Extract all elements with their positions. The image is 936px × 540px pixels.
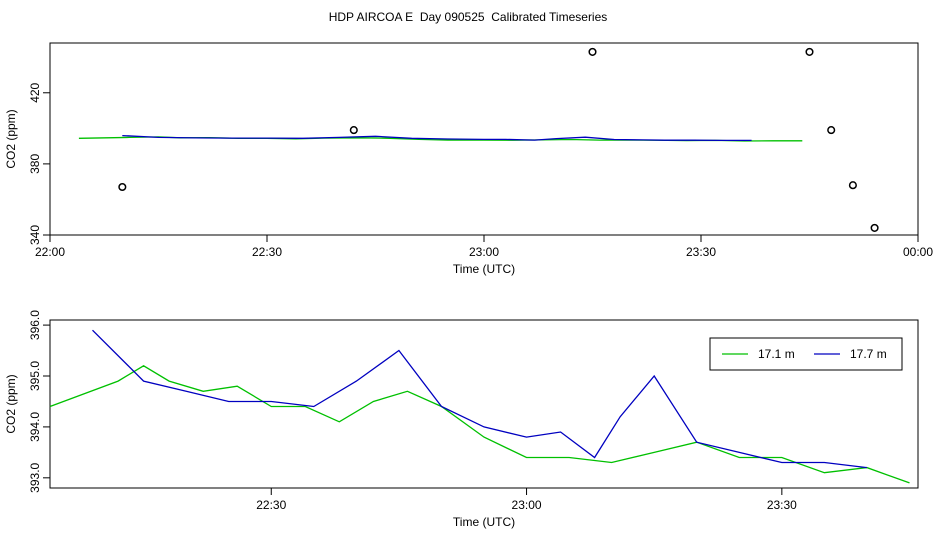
x-tick-label: 23:00 <box>512 498 542 512</box>
series-line <box>92 329 867 469</box>
data-point <box>870 223 879 232</box>
y-axis-label: CO2 (ppm) <box>4 374 18 433</box>
legend-label: 17.7 m <box>850 347 887 361</box>
x-tick-label: 22:00 <box>35 245 65 259</box>
y-tick-label: 394.0 <box>28 412 42 442</box>
data-point <box>588 47 597 56</box>
x-tick-label: 22:30 <box>252 245 282 259</box>
y-tick-label: 380 <box>28 154 42 174</box>
data-point <box>118 182 127 192</box>
plot-frame <box>49 319 919 489</box>
page-title: HDP AIRCOA E Day 090525 Calibrated Times… <box>328 10 608 24</box>
data-point <box>349 126 358 135</box>
y-tick-label: 420 <box>28 82 42 102</box>
x-axis-label: Time (UTC) <box>453 515 515 529</box>
y-tick-label: 340 <box>28 225 42 245</box>
y-tick-label: 393.0 <box>28 462 42 492</box>
x-tick-label: 23:00 <box>469 245 499 259</box>
data-point <box>827 126 836 135</box>
x-tick-label: 00:00 <box>903 245 933 259</box>
x-tick-label: 23:30 <box>767 498 797 512</box>
x-tick-label: 23:30 <box>686 245 716 259</box>
data-point <box>848 181 857 190</box>
y-axis-label: CO2 (ppm) <box>4 109 18 168</box>
x-tick-label: 22:30 <box>256 498 286 512</box>
x-axis-label: Time (UTC) <box>453 262 515 276</box>
y-tick-label: 396.0 <box>28 310 42 340</box>
legend-label: 17.1 m <box>758 347 795 361</box>
data-point <box>805 47 814 56</box>
y-tick-label: 395.0 <box>28 361 42 391</box>
series-line <box>122 134 752 142</box>
